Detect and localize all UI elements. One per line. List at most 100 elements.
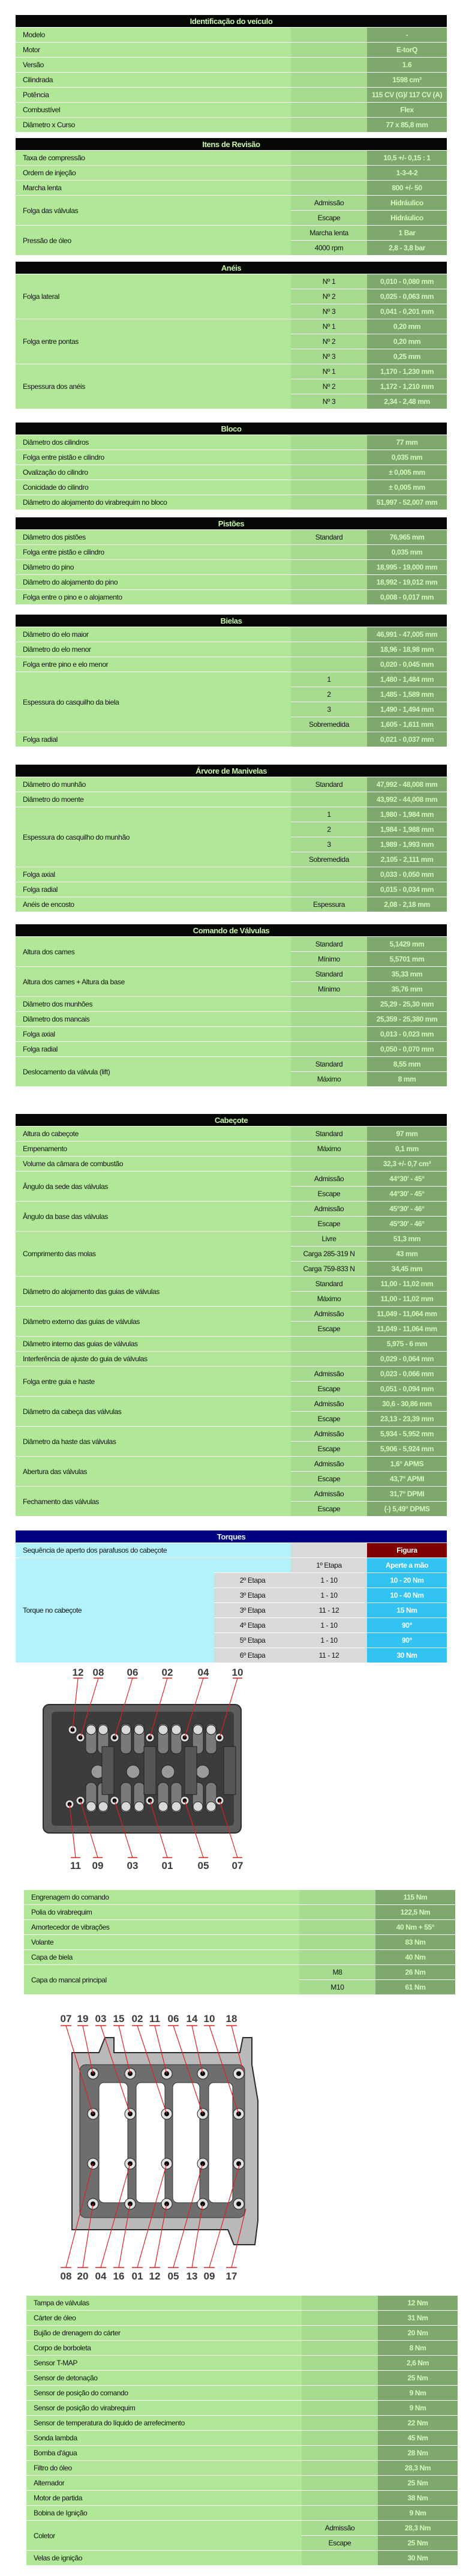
spec-condition: Sobremedida [291, 852, 367, 867]
callout-line [65, 2163, 94, 2268]
spec-label: Diâmetro interno das guias de válvulas [16, 1336, 291, 1352]
spec-condition [291, 867, 367, 882]
spec-label: Interferência de ajuste do guia de válvu… [16, 1351, 291, 1367]
spec-condition: Nº 1 [291, 274, 367, 289]
spec-label: Cárter de óleo [26, 2310, 302, 2326]
table-row: Espessura do casquilho do munhão 1 1,980 -… [16, 807, 447, 867]
spec-label: Folga das válvulas [16, 195, 291, 226]
spec-label: Cilindrada [16, 72, 291, 88]
table-row: Folga radial 0,015 - 0,034 mm [16, 882, 447, 897]
table-row: M10 61 Nm [24, 1979, 455, 1995]
spec-condition: Escape [291, 1471, 367, 1487]
spec-condition [299, 1934, 375, 1950]
table-row: Capa do mancal principal M8 26 Nm [24, 1964, 455, 1995]
section-title: Identificação do veículo [16, 15, 447, 28]
table-row: Ovalização do cilindro ± 0,005 mm [16, 465, 447, 480]
spec-condition [291, 1351, 367, 1367]
table-row: Diâmetro do alojamento das guias de válv… [16, 1276, 447, 1307]
table-row: Mínimo 35,76 mm [16, 981, 447, 997]
table-row: Modelo - [16, 27, 447, 43]
spec-label: Bomba d'água [26, 2445, 302, 2461]
table-torques: Torques Sequência de aperto dos parafusos… [16, 1530, 447, 1663]
spec-condition: Mínimo [291, 981, 367, 997]
bolt-number: 09 [92, 1860, 104, 1871]
spec-value: 43 mm [367, 1246, 447, 1262]
table-revisao: Itens de Revisão Taxa de compressão 10,5 +… [16, 138, 447, 256]
table-identificacao: Identificação do veículo Modelo - Motor E-to… [16, 15, 447, 133]
stage-label: 3º Etapa [214, 1602, 291, 1618]
spec-condition: Standard [291, 936, 367, 952]
callout-line [231, 2025, 243, 2071]
bolt-number: 11 [70, 1860, 81, 1871]
spec-value: 0,041 - 0,201 mm [367, 304, 447, 319]
spec-condition: Escape [302, 2535, 378, 2551]
spec-value: 1,605 - 1,611 mm [367, 717, 447, 732]
table-row: Combustível Flex [16, 102, 447, 118]
table-row: Fechamento das válvulas Admissão 31,7° DPM… [16, 1486, 447, 1517]
spec-value: 0,023 - 0,066 mm [367, 1366, 447, 1382]
spec-value: - [367, 27, 447, 43]
spec-condition: Admissão [291, 1396, 367, 1412]
bolt-number: 06 [168, 2013, 179, 2024]
spec-condition [291, 1542, 367, 1558]
spec-condition [299, 1890, 375, 1905]
spec-value: 51,997 - 52,007 mm [367, 495, 447, 510]
bolt-number: 07 [61, 2013, 72, 2024]
spec-condition [302, 2430, 378, 2446]
table-row: Folga entre guia e haste Admissão 0,023 - … [16, 1366, 447, 1397]
spec-label: Deslocamento da válvula (lift) [16, 1056, 291, 1087]
spec-value: 25,359 - 25,380 mm [367, 1011, 447, 1027]
table-row: Espessura do casquilho da biela 1 1,480 - … [16, 672, 447, 732]
stage-label: 6º Etapa [214, 1648, 291, 1663]
section-title: Cabeçote [16, 1114, 447, 1127]
bolt-number: 02 [162, 1667, 173, 1678]
table-row: Folga axial 0,013 - 0,023 mm [16, 1026, 447, 1042]
spec-condition: Admissão [291, 1306, 367, 1322]
table-row: Folga entre pistão e cilindro 0,035 mm [16, 544, 447, 560]
spec-value: 9 Nm [378, 2385, 458, 2401]
callout-line [114, 1800, 133, 1858]
spec-condition [291, 1011, 367, 1027]
bolt-number: 01 [132, 2271, 143, 2282]
spec-label: Alternador [26, 2475, 302, 2491]
spec-value: 26 Nm [375, 1964, 455, 1980]
spec-label: Velas de ignição [26, 2550, 302, 2566]
spec-label: Folga entre guia e haste [16, 1366, 291, 1397]
spec-label: Ângulo da sede das válvulas [16, 1171, 291, 1202]
table-row: 3º Etapa 11 - 12 15 Nm [16, 1602, 447, 1618]
table-row: Folga entre pino e elo menor 0,020 - 0,04… [16, 657, 447, 672]
spec-condition: Mínimo [291, 951, 367, 967]
spec-label: Diâmetro do munhão [16, 777, 291, 792]
callout-line [100, 2025, 131, 2114]
spec-condition [291, 87, 367, 103]
table-row: Escape (-) 5,49° DPMS [16, 1501, 447, 1517]
spec-value: 5,5701 mm [367, 951, 447, 967]
spec-label: Tampa de válvulas [26, 2296, 302, 2311]
spec-label: Ovalização do cilindro [16, 465, 291, 480]
table-row: Sensor de posição do virabrequim 9 Nm [26, 2400, 458, 2416]
table-row: Altura dos cames Standard 5,1429 mm [16, 936, 447, 967]
table-row: Máximo 8 mm [16, 1071, 447, 1087]
spec-condition: Máximo [291, 1071, 367, 1087]
spec-label: Espessura dos anéis [16, 364, 291, 409]
bolt-number: 11 [149, 2013, 160, 2024]
table-bloco: Bloco Diâmetro dos cilindros 77 mm Folga en… [16, 423, 447, 510]
table-row: Versão 1.6 [16, 57, 447, 73]
spec-value: 18,995 - 19,000 mm [367, 559, 447, 575]
bolt-range: 11 - 12 [291, 1648, 367, 1663]
spec-label: Sequência de aperto dos parafusos do cab… [16, 1542, 291, 1558]
spec-label: Altura dos cames + Altura da base [16, 966, 291, 997]
table-row: Escape 11,049 - 11,064 mm [16, 1321, 447, 1337]
spec-condition [302, 2400, 378, 2416]
figure-link[interactable]: Figura [367, 1542, 447, 1558]
spec-value: 0,015 - 0,034 mm [367, 882, 447, 897]
spec-label: Motor de partida [26, 2490, 302, 2506]
spec-condition [291, 792, 367, 807]
spec-label: Diâmetro do pino [16, 559, 291, 575]
spec-label: Diâmetro do alojamento das guias de válv… [16, 1276, 291, 1307]
table-row: Escape 5,906 - 5,924 mm [16, 1441, 447, 1457]
table-row: Diâmetro dos mancais 25,359 - 25,380 mm [16, 1011, 447, 1027]
table-bielas: Bielas Diâmetro do elo maior 46,991 - 47,0… [16, 615, 447, 747]
spec-condition [291, 1336, 367, 1352]
spec-value: 2,6 Nm [378, 2355, 458, 2371]
